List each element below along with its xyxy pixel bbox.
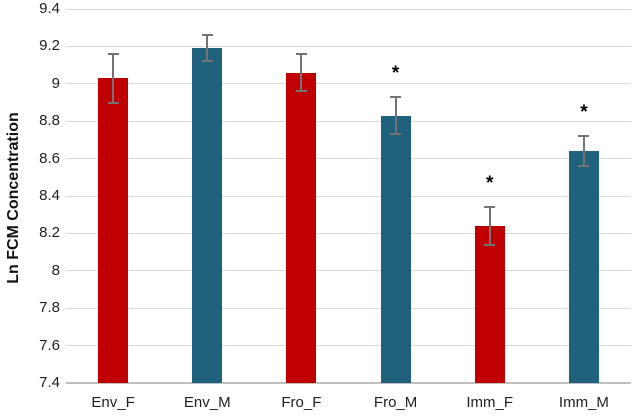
error-bar [488,207,491,245]
gridline [66,345,631,347]
error-bar [394,96,397,135]
error-bar-bottom-cap [201,60,213,63]
x-axis-label-fro_m: Fro_M [373,394,418,411]
x-axis-label-fro_f: Fro_F [281,394,322,411]
error-bar [206,35,209,62]
y-tick-label: 8.8 [39,112,60,130]
gridline [66,158,631,160]
error-bar-top-cap [295,52,307,55]
bar-imm_m [568,151,599,383]
y-tick-label: 8.4 [39,187,60,204]
gridline [66,307,631,309]
gridline [66,8,631,10]
y-tick-label: 9 [51,74,60,92]
x-axis-label-env_f: Env_F [91,394,135,411]
significance-asterisk: * [486,173,494,195]
error-bar-top-cap [578,135,590,138]
gridline [66,195,631,197]
error-bar-bottom-cap [390,133,402,136]
bar-fro_m [380,115,411,383]
error-bar-top-cap [390,95,402,98]
gridline [66,120,631,122]
y-tick-label: 9.2 [39,37,60,55]
error-bar-bottom-cap [107,101,119,104]
x-axis-label-imm_m: Imm_M [558,394,609,411]
error-bar-bottom-cap [578,165,590,168]
y-tick-label: 8.2 [39,224,60,242]
bar-env_f [98,78,129,383]
y-tick-label: 7.4 [39,374,60,391]
x-axis-baseline [66,382,631,384]
bar-imm_f [474,225,505,383]
y-tick-label: 9.4 [39,0,60,17]
y-tick-label: 8 [51,261,60,279]
error-bar-bottom-cap [484,243,496,246]
x-axis-label-env_m: Env_M [183,394,231,411]
bar-env_m [192,48,223,383]
error-bar [300,53,303,92]
y-tick-label: 7.6 [39,336,60,354]
significance-asterisk: * [391,62,400,84]
gridline [66,83,631,85]
x-axis-label-imm_f: Imm_F [466,394,514,411]
gridline [66,45,631,47]
error-bar-top-cap [107,52,119,55]
error-bar-bottom-cap [295,90,307,93]
gridline [66,270,631,272]
error-bar-top-cap [201,34,213,37]
y-tick-label: 7.8 [39,299,60,317]
error-bar [582,136,585,167]
error-bar-top-cap [484,206,496,209]
bar-fro_f [286,72,317,383]
y-tick-label: 8.6 [39,149,60,167]
error-bar [112,53,115,103]
gridline [66,232,631,234]
significance-asterisk: * [580,102,588,124]
